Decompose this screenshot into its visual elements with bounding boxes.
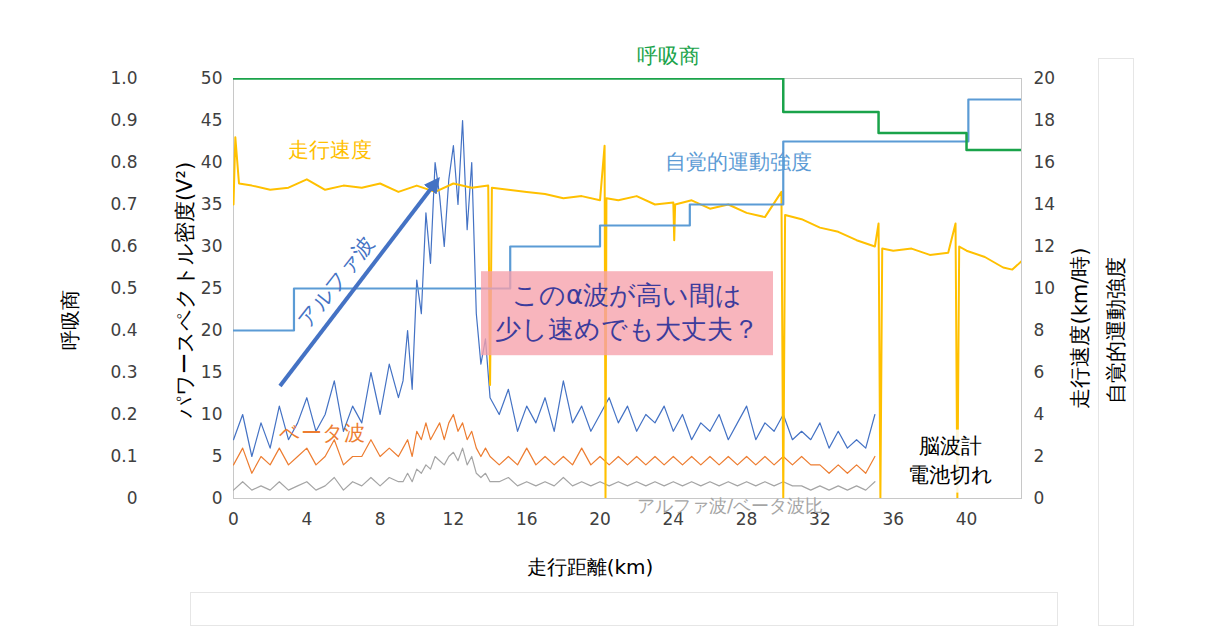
svg-text:10: 10 [1034,278,1056,298]
svg-text:0.6: 0.6 [110,236,137,256]
svg-text:18: 18 [1034,110,1056,130]
svg-text:5: 5 [212,446,223,466]
svg-text:36: 36 [882,509,904,529]
svg-text:0.9: 0.9 [110,110,137,130]
svg-text:0.5: 0.5 [110,278,137,298]
svg-text:1.0: 1.0 [110,68,137,88]
svg-text:0.3: 0.3 [110,362,137,382]
svg-text:16: 16 [516,509,538,529]
svg-text:10: 10 [201,404,223,424]
svg-text:20: 20 [1034,68,1056,88]
svg-text:0: 0 [127,488,138,508]
svg-text:8: 8 [1034,320,1045,340]
svg-text:30: 30 [201,236,223,256]
svg-text:15: 15 [201,362,223,382]
svg-text:16: 16 [1034,152,1056,172]
svg-text:4: 4 [1034,404,1045,424]
svg-text:8: 8 [375,509,386,529]
svg-text:45: 45 [201,110,223,130]
svg-text:50: 50 [201,68,223,88]
svg-text:40: 40 [956,509,978,529]
svg-text:0.4: 0.4 [110,320,137,340]
svg-text:20: 20 [201,320,223,340]
svg-text:0: 0 [212,488,223,508]
svg-text:6: 6 [1034,362,1045,382]
svg-text:0: 0 [1034,488,1045,508]
svg-text:0.1: 0.1 [110,446,137,466]
svg-text:0: 0 [228,509,239,529]
svg-text:35: 35 [201,194,223,214]
svg-text:0.2: 0.2 [110,404,137,424]
svg-text:20: 20 [589,509,611,529]
svg-text:12: 12 [1034,236,1056,256]
svg-text:40: 40 [201,152,223,172]
svg-text:0.7: 0.7 [110,194,137,214]
svg-text:4: 4 [301,509,312,529]
svg-text:2: 2 [1034,446,1045,466]
svg-text:12: 12 [443,509,465,529]
svg-text:14: 14 [1034,194,1056,214]
svg-text:0.8: 0.8 [110,152,137,172]
svg-text:25: 25 [201,278,223,298]
